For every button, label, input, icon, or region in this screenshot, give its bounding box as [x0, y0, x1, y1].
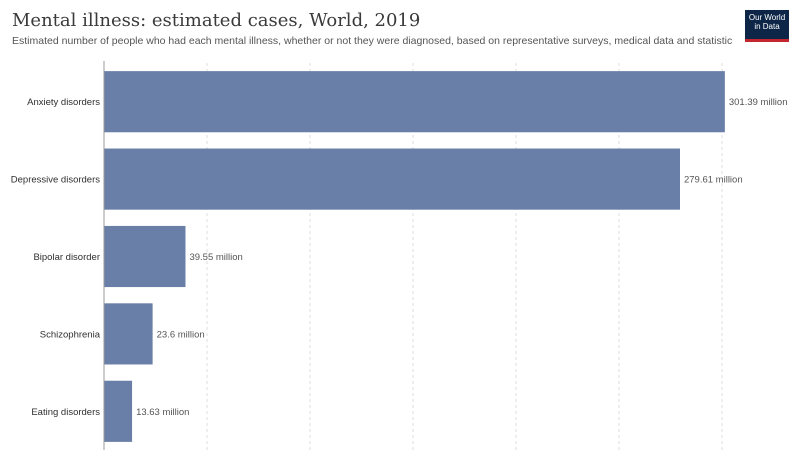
owid-logo[interactable]: Our World in Data: [745, 10, 789, 42]
chart-title: Mental illness: estimated cases, World, …: [12, 10, 421, 31]
category-label: Depressive disorders: [11, 175, 100, 186]
chart-subtitle: Estimated number of people who had each …: [12, 35, 732, 47]
bar: [104, 303, 153, 365]
value-label: 279.61 million: [684, 175, 743, 186]
category-label: Anxiety disorders: [27, 97, 100, 108]
value-label: 13.63 million: [136, 407, 189, 418]
bar: [104, 225, 186, 288]
value-label: 39.55 million: [189, 252, 242, 263]
bar: [104, 71, 725, 133]
category-label: Eating disorders: [31, 407, 100, 418]
category-label: Schizophrenia: [40, 329, 101, 340]
value-label: 23.6 million: [157, 329, 205, 340]
category-label: Bipolar disorder: [33, 252, 100, 263]
logo-line-1: Our World: [748, 13, 786, 22]
value-label: 301.39 million: [729, 97, 788, 108]
logo-line-2: in Data: [754, 22, 780, 31]
bar: [104, 148, 680, 210]
bar: [104, 380, 133, 442]
